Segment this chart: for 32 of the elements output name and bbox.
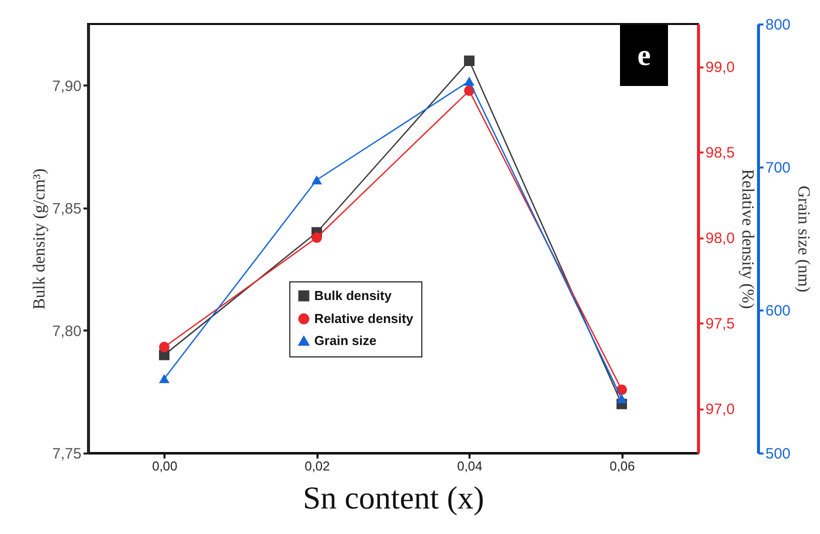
legend-label: Grain size (314, 332, 376, 348)
y2-tick-label: 98,5 (706, 144, 735, 162)
y2-tick-label: 99,0 (706, 59, 735, 76)
x-axis-title: Sn content (x) (302, 480, 484, 516)
x-tick-label: 0,04 (457, 458, 482, 474)
y-tick-label: 7,75 (52, 446, 82, 462)
y3-tick-label: 700 (766, 160, 791, 176)
point (312, 175, 322, 184)
point (464, 76, 474, 86)
y2-tick-label: 97,5 (706, 316, 735, 333)
x-tick-label: 0,00 (152, 458, 178, 474)
legend-label: Bulk density (314, 288, 392, 303)
point (464, 56, 474, 66)
y3-tick-label: 500 (766, 446, 791, 462)
point (312, 232, 322, 243)
y3-axis-title: Grain size (nm) (794, 186, 814, 292)
point (159, 342, 170, 352)
y2-axis-title: Relative density (%) (738, 169, 758, 309)
y-tick-label: 7,80 (52, 322, 82, 340)
point (616, 394, 627, 404)
y-tick-label: 7,85 (52, 200, 82, 218)
point (159, 374, 170, 384)
legend-label: Relative density (314, 310, 414, 326)
y3-tick-label: 600 (766, 302, 791, 320)
y3-tick-label: 800 (766, 16, 791, 34)
y2-tick-label: 98,0 (706, 230, 735, 248)
y2-tick-label: 97,0 (706, 401, 735, 418)
annotation: e (620, 25, 668, 86)
x-tick-label: 0,02 (304, 458, 330, 474)
y-tick-label: 7,90 (52, 78, 82, 95)
y-axis-title: Bulk density (g/cm³) (29, 168, 48, 310)
x-tick-label: 0,06 (610, 458, 635, 474)
